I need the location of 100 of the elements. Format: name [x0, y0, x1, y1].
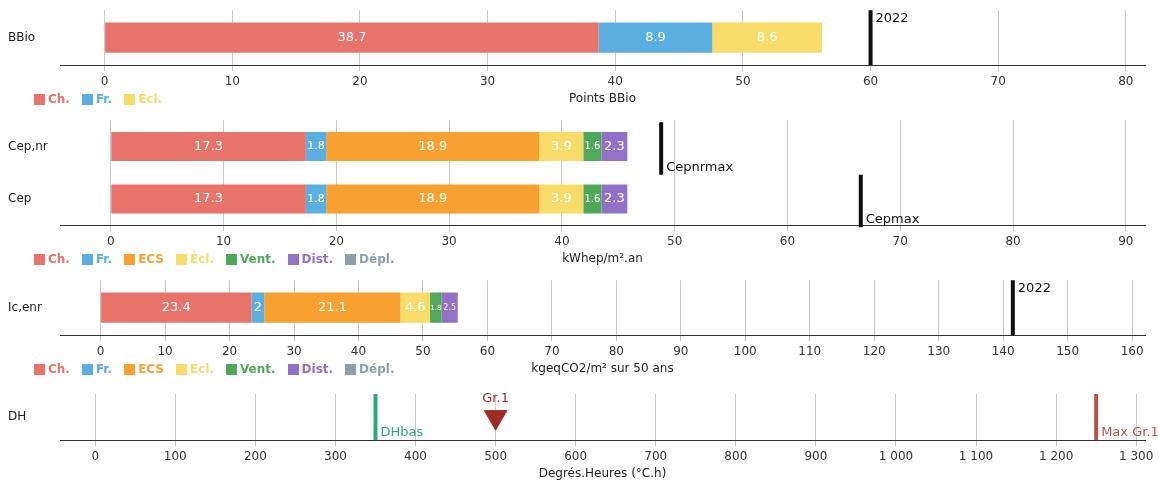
legend-label: Ch. [48, 92, 70, 106]
x-tick-label: 0 [96, 343, 105, 358]
legend-label: Écl. [190, 362, 214, 376]
legend-label: Dépl. [359, 252, 395, 266]
x-tick-label: 30 [479, 73, 496, 88]
bar [264, 292, 401, 323]
bar [101, 292, 252, 323]
bar [111, 132, 306, 161]
legend-label: ECS [138, 362, 164, 376]
bar [326, 184, 540, 214]
legend-label: ECS [138, 252, 164, 266]
annotation: 2022 [1017, 280, 1051, 296]
x-tick-label: 800 [724, 448, 748, 463]
data-label: 18.9 [418, 137, 448, 153]
annotation: 2022 [875, 10, 909, 26]
bar [326, 132, 540, 161]
ref-line-label: Cepnrmax [666, 158, 734, 174]
legend-label: Dist. [301, 252, 334, 266]
data-label: 8.9 [645, 29, 666, 45]
data-label: 3.9 [550, 137, 572, 153]
data-label: 1.6 [584, 192, 601, 204]
x-tick-label: 10 [224, 73, 240, 88]
data-label: 38.7 [337, 29, 367, 45]
data-label: 8.6 [756, 29, 778, 45]
legend-label: Vent. [239, 362, 276, 376]
bar [430, 292, 442, 323]
legend-label: Dépl. [359, 362, 395, 376]
x-tick-label: 90 [673, 343, 689, 358]
data-label: 4.6 [404, 299, 426, 315]
x-tick-label: 600 [564, 448, 588, 463]
x-tick-label: 50 [667, 233, 683, 248]
x-tick-label: 30 [286, 343, 302, 358]
x-tick-label: 70 [990, 73, 1006, 88]
x-tick-label: 60 [779, 233, 796, 248]
x-tick-label: 60 [862, 73, 879, 88]
x-tick-label: 110 [798, 343, 822, 358]
legend-label: Dist. [301, 362, 334, 376]
x-tick-label: 1 100 [958, 448, 994, 463]
legend-label: Ch. [48, 362, 70, 376]
data-label: 1.6 [584, 140, 601, 152]
x-axis-title: Points BBio [568, 90, 637, 105]
data-label: 3.9 [550, 190, 572, 206]
x-tick-label: 10 [215, 233, 232, 248]
x-tick-label: 50 [735, 73, 751, 88]
bar [400, 292, 431, 323]
x-tick-label: 300 [324, 448, 347, 463]
x-tick-label: 900 [804, 448, 828, 463]
legend-label: Fr. [95, 362, 113, 376]
ref-line-label: DHbas [380, 424, 424, 440]
x-tick-label: 1 000 [878, 448, 914, 463]
x-tick-label: 100 [733, 343, 757, 358]
x-tick-label: 20 [328, 233, 344, 248]
x-tick-label: 160 [1120, 343, 1144, 358]
data-label: 21.1 [317, 299, 347, 315]
x-tick-label: 1 300 [1119, 448, 1154, 463]
bar [111, 184, 306, 214]
x-tick-label: 0 [91, 448, 100, 463]
x-tick-label: 30 [441, 233, 457, 248]
legend-label: Ch. [48, 252, 70, 266]
x-axis-title: Degrés.Heures (°C.h) [538, 465, 667, 480]
x-tick-label: 80 [1005, 233, 1021, 248]
x-tick-label: 500 [484, 448, 508, 463]
data-label: 17.3 [194, 190, 224, 206]
x-tick-label: 200 [243, 448, 267, 463]
legend-label: Écl. [190, 252, 214, 266]
data-label: 17.3 [194, 137, 224, 153]
series-label: Gr.1 [482, 389, 509, 405]
x-tick-label: 140 [991, 343, 1015, 358]
x-tick-label: 50 [415, 343, 431, 358]
bar [598, 22, 713, 53]
x-tick-label: 150 [1056, 343, 1080, 358]
x-axis-title: kWhep/m².an [562, 250, 643, 265]
x-tick-label: 20 [221, 343, 238, 358]
bar [105, 22, 599, 53]
x-tick-label: 90 [1118, 233, 1134, 248]
x-tick-label: 80 [608, 343, 624, 358]
x-tick-label: 20 [352, 73, 368, 88]
legend-label: Fr. [95, 92, 113, 106]
bar [539, 132, 584, 161]
y-tick-label: Cep,nr [8, 138, 48, 153]
x-tick-label: 40 [607, 73, 623, 88]
x-tick-label: 0 [106, 233, 115, 248]
x-tick-label: 700 [644, 448, 668, 463]
y-tick-label: BBio [8, 29, 36, 44]
y-tick-label: Cep [8, 191, 32, 206]
data-label: 2.3 [604, 137, 625, 153]
x-tick-label: 120 [862, 343, 886, 358]
data-label: 23.4 [161, 299, 191, 315]
y-tick-label: Ic,enr [8, 299, 42, 314]
x-tick-label: 70 [892, 233, 908, 248]
x-tick-label: 400 [404, 448, 427, 463]
data-label: 1.8 [307, 139, 325, 153]
legend-label: Fr. [95, 252, 113, 266]
legend-label: Écl. [138, 92, 163, 106]
bar [601, 132, 628, 161]
x-tick-label: 0 [100, 73, 109, 88]
x-axis-title: kgeqCO2/m² sur 50 ans [531, 360, 674, 375]
x-tick-label: 80 [1118, 73, 1134, 88]
ref-line-label: Cepmax [865, 211, 920, 227]
bar [539, 184, 584, 214]
